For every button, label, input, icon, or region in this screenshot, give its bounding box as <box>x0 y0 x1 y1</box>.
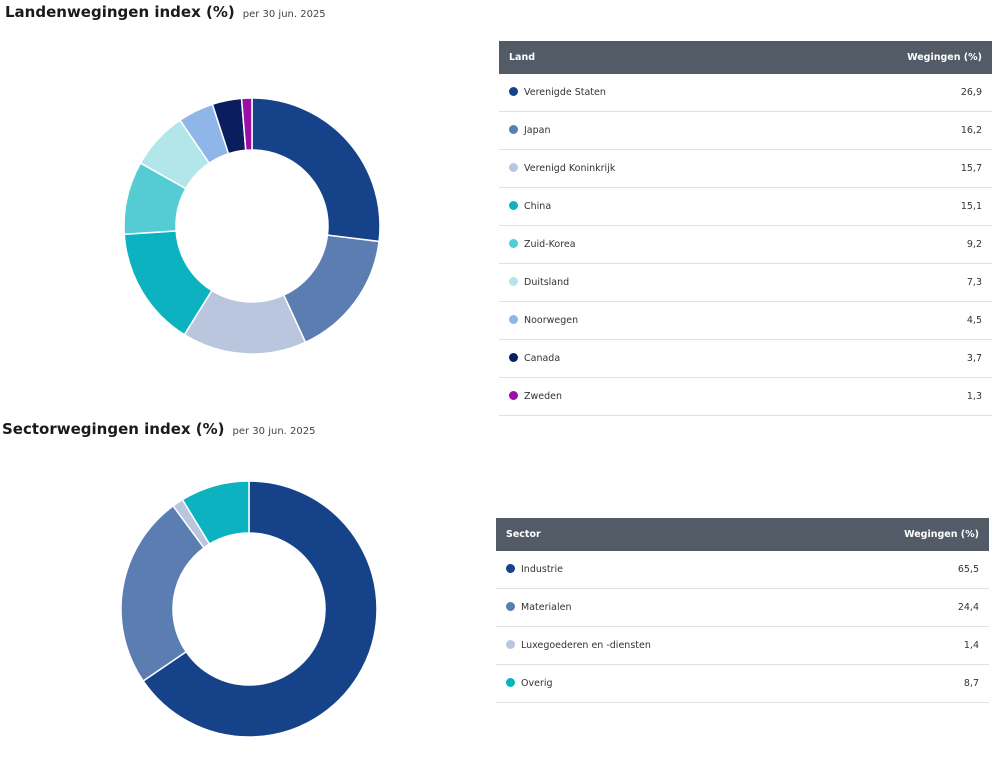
row-value: 9,2 <box>780 225 992 264</box>
column-header-weight: Wegingen (%) <box>808 518 989 551</box>
sector-slice-overig[interactable] <box>181 480 250 546</box>
row-value: 15,7 <box>780 149 992 188</box>
row-label-cell: Zweden <box>499 377 781 416</box>
legend-dot-icon <box>506 602 515 611</box>
row-label-cell: Overig <box>496 664 809 703</box>
row-label-cell: China <box>499 187 781 226</box>
row-label: China <box>524 201 552 212</box>
legend-dot-icon <box>506 678 515 687</box>
sector-slice-industrie[interactable] <box>142 480 378 738</box>
row-value: 16,2 <box>780 111 992 150</box>
legend-dot-icon <box>509 87 518 96</box>
row-value: 24,4 <box>808 588 989 627</box>
row-label: Industrie <box>521 564 563 575</box>
row-label: Verenigd Koninkrijk <box>524 163 616 174</box>
table-row: Zuid-Korea 9,2 <box>499 225 992 264</box>
sector-weights-table: Sector Wegingen (%) Industrie 65,5 Materia… <box>496 518 989 703</box>
country-weights-table: Land Wegingen (%) Verenigde Staten 26,9 Ja… <box>499 41 992 416</box>
row-label-cell: Materialen <box>496 588 809 627</box>
row-value: 65,5 <box>808 551 989 589</box>
table-row: Canada 3,7 <box>499 339 992 378</box>
row-label-cell: Japan <box>499 111 781 150</box>
legend-dot-icon <box>506 640 515 649</box>
row-value: 7,3 <box>780 263 992 302</box>
table-row: Luxegoederen en -diensten 1,4 <box>496 626 989 665</box>
column-header-weight: Wegingen (%) <box>780 41 992 74</box>
table-header-row: Sector Wegingen (%) <box>496 518 989 551</box>
row-label: Zweden <box>524 391 563 402</box>
legend-dot-icon <box>509 163 518 172</box>
legend-dot-icon <box>509 315 518 324</box>
country-asof-date: per 30 jun. 2025 <box>242 9 326 20</box>
row-value: 15,1 <box>780 187 992 226</box>
legend-dot-icon <box>506 564 515 573</box>
row-label-cell: Canada <box>499 339 781 378</box>
row-label: Verenigde Staten <box>524 87 606 98</box>
sector-slice-materialen[interactable] <box>120 504 205 682</box>
row-label: Materialen <box>521 602 572 613</box>
row-label-cell: Verenigde Staten <box>499 74 781 112</box>
table-row: Japan 16,2 <box>499 111 992 150</box>
sector-title: Sectorwegingen index (%) <box>2 420 225 438</box>
row-label: Duitsland <box>524 277 570 288</box>
table-row: China 15,1 <box>499 187 992 226</box>
column-header-sector: Sector <box>496 518 809 551</box>
row-label: Noorwegen <box>524 315 579 326</box>
table-row: Industrie 65,5 <box>496 551 989 589</box>
country-title: Landenwegingen index (%) <box>5 3 235 21</box>
table-row: Duitsland 7,3 <box>499 263 992 302</box>
row-label-cell: Duitsland <box>499 263 781 302</box>
country-slice-zweden[interactable] <box>240 97 253 152</box>
table-header-row: Land Wegingen (%) <box>499 41 992 74</box>
legend-dot-icon <box>509 239 518 248</box>
table-row: Materialen 24,4 <box>496 588 989 627</box>
row-label-cell: Verenigd Koninkrijk <box>499 149 781 188</box>
legend-dot-icon <box>509 391 518 400</box>
row-label-cell: Luxegoederen en -diensten <box>496 626 809 665</box>
row-label-cell: Zuid-Korea <box>499 225 781 264</box>
legend-dot-icon <box>509 125 518 134</box>
row-label: Japan <box>524 125 551 136</box>
sector-section-title: Sectorwegingen index (%) per 30 jun. 2025 <box>2 420 315 438</box>
country-donut-chart <box>123 97 381 355</box>
row-value: 4,5 <box>780 301 992 340</box>
row-value: 1,4 <box>808 626 989 665</box>
table-row: Noorwegen 4,5 <box>499 301 992 340</box>
row-label: Canada <box>524 353 561 364</box>
row-value: 3,7 <box>780 339 992 378</box>
column-header-country: Land <box>499 41 781 74</box>
legend-dot-icon <box>509 201 518 210</box>
row-value: 26,9 <box>780 74 992 112</box>
row-value: 1,3 <box>780 377 992 416</box>
table-row: Verenigd Koninkrijk 15,7 <box>499 149 992 188</box>
country-slice-verenigde-staten[interactable] <box>251 97 381 243</box>
row-label: Luxegoederen en -diensten <box>521 640 651 651</box>
sector-donut-chart <box>120 480 378 738</box>
row-label: Zuid-Korea <box>524 239 576 250</box>
row-value: 8,7 <box>808 664 989 703</box>
row-label-cell: Noorwegen <box>499 301 781 340</box>
table-row: Zweden 1,3 <box>499 377 992 416</box>
legend-dot-icon <box>509 277 518 286</box>
table-row: Verenigde Staten 26,9 <box>499 74 992 112</box>
table-row: Overig 8,7 <box>496 664 989 703</box>
row-label-cell: Industrie <box>496 551 809 589</box>
sector-asof-date: per 30 jun. 2025 <box>232 426 316 437</box>
country-section-title: Landenwegingen index (%) per 30 jun. 2025 <box>5 3 326 21</box>
legend-dot-icon <box>509 353 518 362</box>
row-label: Overig <box>521 678 553 689</box>
